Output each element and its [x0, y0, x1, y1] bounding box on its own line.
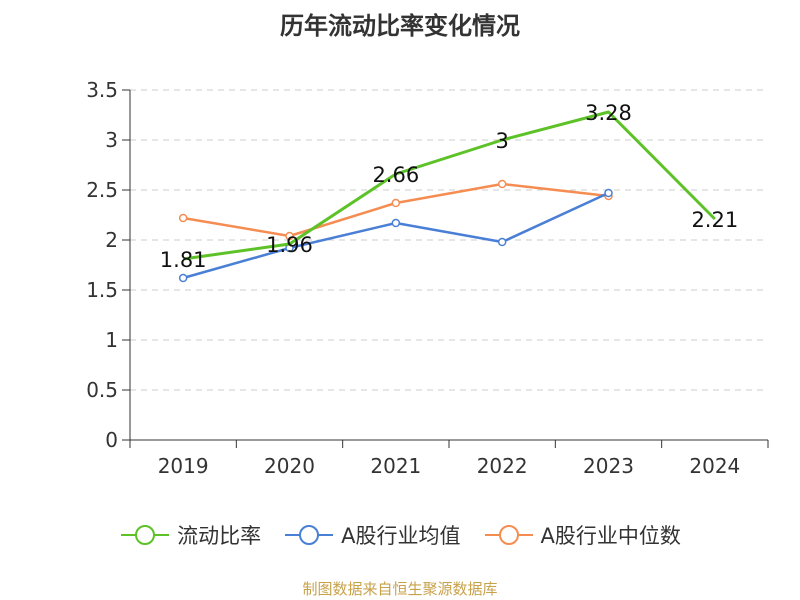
x-tick-label: 2024: [689, 454, 740, 478]
y-tick-label: 1.5: [86, 278, 118, 302]
y-tick-label: 1: [105, 328, 118, 352]
data-point: [604, 188, 613, 198]
chart-title: 历年流动比率变化情况: [280, 12, 520, 40]
data-point: [178, 273, 188, 283]
y-tick-label: 0: [105, 428, 118, 452]
legend-item-industry-median[interactable]: A股行业中位数: [483, 520, 681, 550]
y-tick-label: 0.5: [86, 378, 118, 402]
data-labels: 1.81 1.96 2.66 3 3.28 2.21: [160, 101, 738, 272]
y-tick-label: 2: [105, 228, 118, 252]
series-line: [182, 110, 716, 261]
legend: 流动比率 A股行业均值 A股行业中位数: [0, 520, 800, 550]
y-tick-label: 3: [105, 128, 118, 152]
data-label: 2.21: [691, 208, 738, 232]
legend-marker-industry-mean: [285, 525, 334, 545]
y-tick-label: 2.5: [86, 178, 118, 202]
data-point: [178, 213, 188, 223]
x-tick-label: 2019: [158, 454, 209, 478]
grid-lines: [130, 89, 768, 391]
data-label: 3.28: [585, 101, 632, 125]
data-point: [285, 231, 294, 241]
data-label: 2.66: [372, 163, 419, 187]
legend-item-current-ratio[interactable]: 流动比率: [119, 520, 261, 550]
source-note: 制图数据来自恒生聚源数据库: [302, 580, 498, 598]
legend-label-industry-median: A股行业中位数: [540, 524, 681, 548]
series-line: [182, 182, 609, 238]
x-tick-label: 2021: [370, 454, 421, 478]
data-point: [391, 198, 401, 208]
data-label: 1.81: [160, 248, 207, 272]
legend-marker-industry-median: [484, 525, 533, 545]
x-tick-label: 2020: [264, 454, 315, 478]
axes: 0 0.5 1 1.5 2 2.5 3 3.5 2019 2020 2021 2022 2023 2024: [86, 78, 769, 478]
data-point: [497, 237, 507, 247]
x-tick-label: 2022: [477, 454, 528, 478]
legend-marker-current-ratio: [121, 525, 170, 545]
data-point: [497, 179, 507, 189]
legend-label-industry-mean: A股行业均值: [341, 524, 461, 548]
data-label: 1.96: [266, 233, 313, 257]
series: [178, 110, 716, 283]
data-label: 3: [495, 129, 508, 153]
x-tick-label: 2023: [583, 454, 634, 478]
legend-label-current-ratio: 流动比率: [177, 524, 262, 548]
data-point: [391, 218, 401, 228]
y-tick-label: 3.5: [86, 78, 118, 102]
legend-item-industry-mean[interactable]: A股行业均值: [283, 520, 461, 550]
